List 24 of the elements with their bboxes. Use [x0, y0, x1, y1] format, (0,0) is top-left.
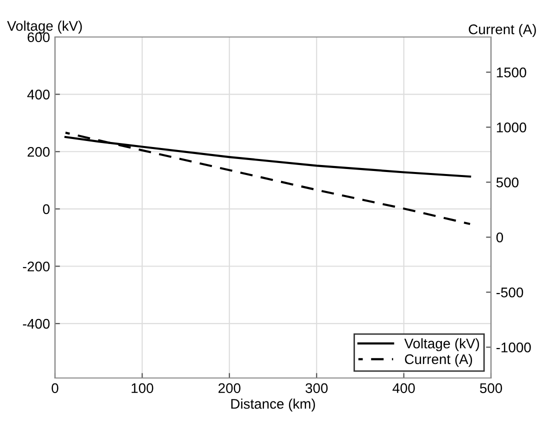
y2-axis-title: Current (A) [468, 24, 536, 37]
y-tick-label: 0 [42, 204, 50, 214]
y-tick-label: -200 [22, 262, 50, 272]
y2-tick-label: 1500 [496, 68, 526, 78]
y2-tick-label: 0 [496, 232, 504, 242]
line-series [64, 132, 472, 226]
legend-label: Current (A) [404, 354, 472, 367]
y2-tick-label: -500 [496, 288, 524, 298]
y-tick-label: 600 [28, 32, 50, 42]
y-tick-label: 400 [27, 90, 50, 100]
x-tick-label: 200 [218, 383, 240, 394]
x-tick-label: 0 [52, 383, 58, 394]
legend-label: Voltage (kV) [404, 338, 480, 352]
y2-tick-label: 500 [496, 178, 518, 188]
x-tick-label: 100 [132, 383, 154, 394]
y-tick-label: -400 [22, 318, 50, 329]
y2-tick-label: 1000 [496, 122, 526, 132]
x-tick-label: 400 [392, 383, 415, 394]
x-tick-label: 300 [306, 383, 328, 394]
x-axis-title: Distance (km) [231, 398, 315, 412]
y-tick-label: 200 [28, 146, 50, 157]
y-axis-title: Voltage (kV) [7, 20, 82, 34]
y2-tick-label: -1000 [496, 342, 531, 352]
x-tick-label: 500 [480, 383, 502, 394]
